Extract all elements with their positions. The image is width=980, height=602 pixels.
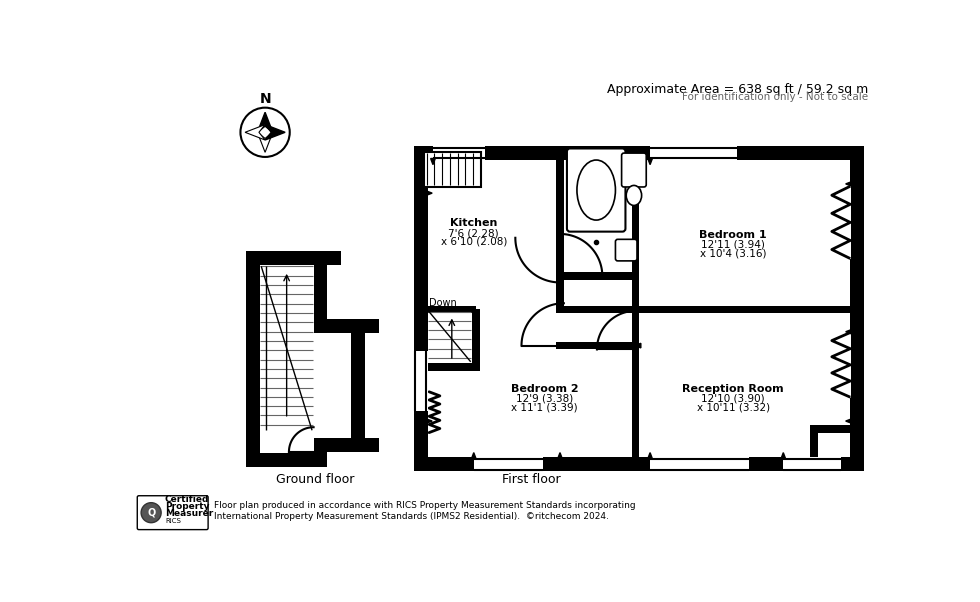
Bar [414, 458, 864, 471]
Polygon shape [258, 113, 272, 132]
Bar [246, 251, 341, 265]
Polygon shape [832, 332, 851, 349]
Polygon shape [471, 453, 476, 459]
Polygon shape [630, 307, 636, 312]
Text: N: N [260, 92, 270, 106]
Polygon shape [635, 307, 641, 312]
Polygon shape [426, 307, 432, 312]
Bar [632, 309, 639, 346]
Polygon shape [846, 182, 852, 186]
Bar [433, 146, 485, 160]
Polygon shape [846, 419, 852, 423]
Text: First floor: First floor [503, 473, 561, 486]
Bar [851, 146, 864, 471]
Bar [414, 351, 427, 411]
Bar [423, 152, 481, 187]
Bar [327, 332, 352, 438]
Text: Certified: Certified [165, 495, 210, 504]
Text: Bedroom 2: Bedroom 2 [511, 384, 578, 394]
Bar [557, 342, 639, 349]
Polygon shape [832, 240, 851, 259]
Polygon shape [832, 204, 851, 222]
Bar [427, 306, 476, 313]
Bar [414, 146, 864, 160]
Polygon shape [781, 453, 786, 459]
Bar [472, 309, 480, 371]
Text: 12'9 (3.38): 12'9 (3.38) [516, 394, 573, 404]
Bar [246, 453, 327, 467]
Bar [314, 438, 379, 452]
Bar [352, 318, 366, 452]
Polygon shape [832, 381, 851, 397]
Text: Down: Down [429, 297, 457, 308]
Text: x 11'1 (3.39): x 11'1 (3.39) [512, 402, 578, 412]
Bar [557, 276, 564, 313]
Polygon shape [832, 222, 851, 240]
Polygon shape [266, 125, 285, 140]
Bar [650, 458, 749, 471]
Polygon shape [558, 453, 563, 459]
Circle shape [141, 503, 161, 523]
Text: Measurer: Measurer [165, 509, 214, 518]
Text: Reception Room: Reception Room [682, 384, 784, 394]
Polygon shape [832, 186, 851, 204]
Text: 12'10 (3.90): 12'10 (3.90) [702, 394, 765, 404]
Text: RICS: RICS [165, 518, 181, 524]
Bar [814, 425, 855, 433]
Polygon shape [648, 453, 653, 459]
Polygon shape [846, 329, 852, 334]
Ellipse shape [577, 160, 615, 220]
Text: Property: Property [165, 502, 210, 511]
Bar [650, 146, 737, 160]
Text: x 10'11 (3.32): x 10'11 (3.32) [697, 402, 770, 412]
Bar [818, 433, 851, 458]
Bar [314, 251, 327, 332]
FancyBboxPatch shape [137, 495, 208, 530]
Polygon shape [426, 419, 432, 423]
Polygon shape [855, 158, 859, 164]
Text: Up: Up [317, 439, 330, 449]
Text: Kitchen: Kitchen [450, 219, 498, 228]
Bar [314, 318, 379, 332]
Text: Q: Q [147, 507, 155, 518]
Bar [423, 152, 481, 187]
Bar [783, 458, 841, 471]
Polygon shape [832, 365, 851, 381]
Bar [314, 438, 327, 467]
Bar [632, 160, 639, 309]
Polygon shape [648, 158, 653, 164]
Bar [632, 346, 639, 458]
Bar [427, 160, 851, 458]
Text: Floor plan produced in accordance with RICS Property Measurement Standards incor: Floor plan produced in accordance with R… [214, 501, 635, 521]
Text: Ground floor: Ground floor [276, 473, 354, 486]
Polygon shape [430, 158, 435, 164]
Text: Bedroom 1: Bedroom 1 [700, 230, 767, 240]
Bar [557, 306, 851, 313]
Polygon shape [258, 132, 272, 152]
Text: For identification only - Not to scale: For identification only - Not to scale [682, 92, 868, 102]
Text: Approximate Area = 638 sq ft / 59.2 sq m: Approximate Area = 638 sq ft / 59.2 sq m [607, 83, 868, 96]
Polygon shape [832, 349, 851, 365]
Text: 7'6 (2.28): 7'6 (2.28) [449, 228, 499, 238]
Polygon shape [426, 191, 432, 196]
Bar [473, 458, 543, 471]
Polygon shape [558, 158, 563, 164]
Bar [557, 273, 639, 280]
Bar [414, 146, 427, 471]
FancyBboxPatch shape [567, 149, 625, 232]
Bar [246, 251, 260, 467]
FancyBboxPatch shape [615, 240, 637, 261]
Bar [260, 265, 327, 332]
Bar [810, 425, 818, 458]
Bar [557, 160, 564, 291]
FancyBboxPatch shape [621, 153, 646, 187]
Bar [427, 363, 476, 371]
Ellipse shape [626, 185, 642, 205]
Bar [260, 332, 327, 453]
Text: x 6'10 (2.08): x 6'10 (2.08) [441, 237, 507, 247]
Text: 12'11 (3.94): 12'11 (3.94) [702, 240, 765, 250]
Text: x 10'4 (3.16): x 10'4 (3.16) [700, 248, 766, 258]
Polygon shape [635, 343, 641, 348]
Polygon shape [245, 125, 266, 140]
